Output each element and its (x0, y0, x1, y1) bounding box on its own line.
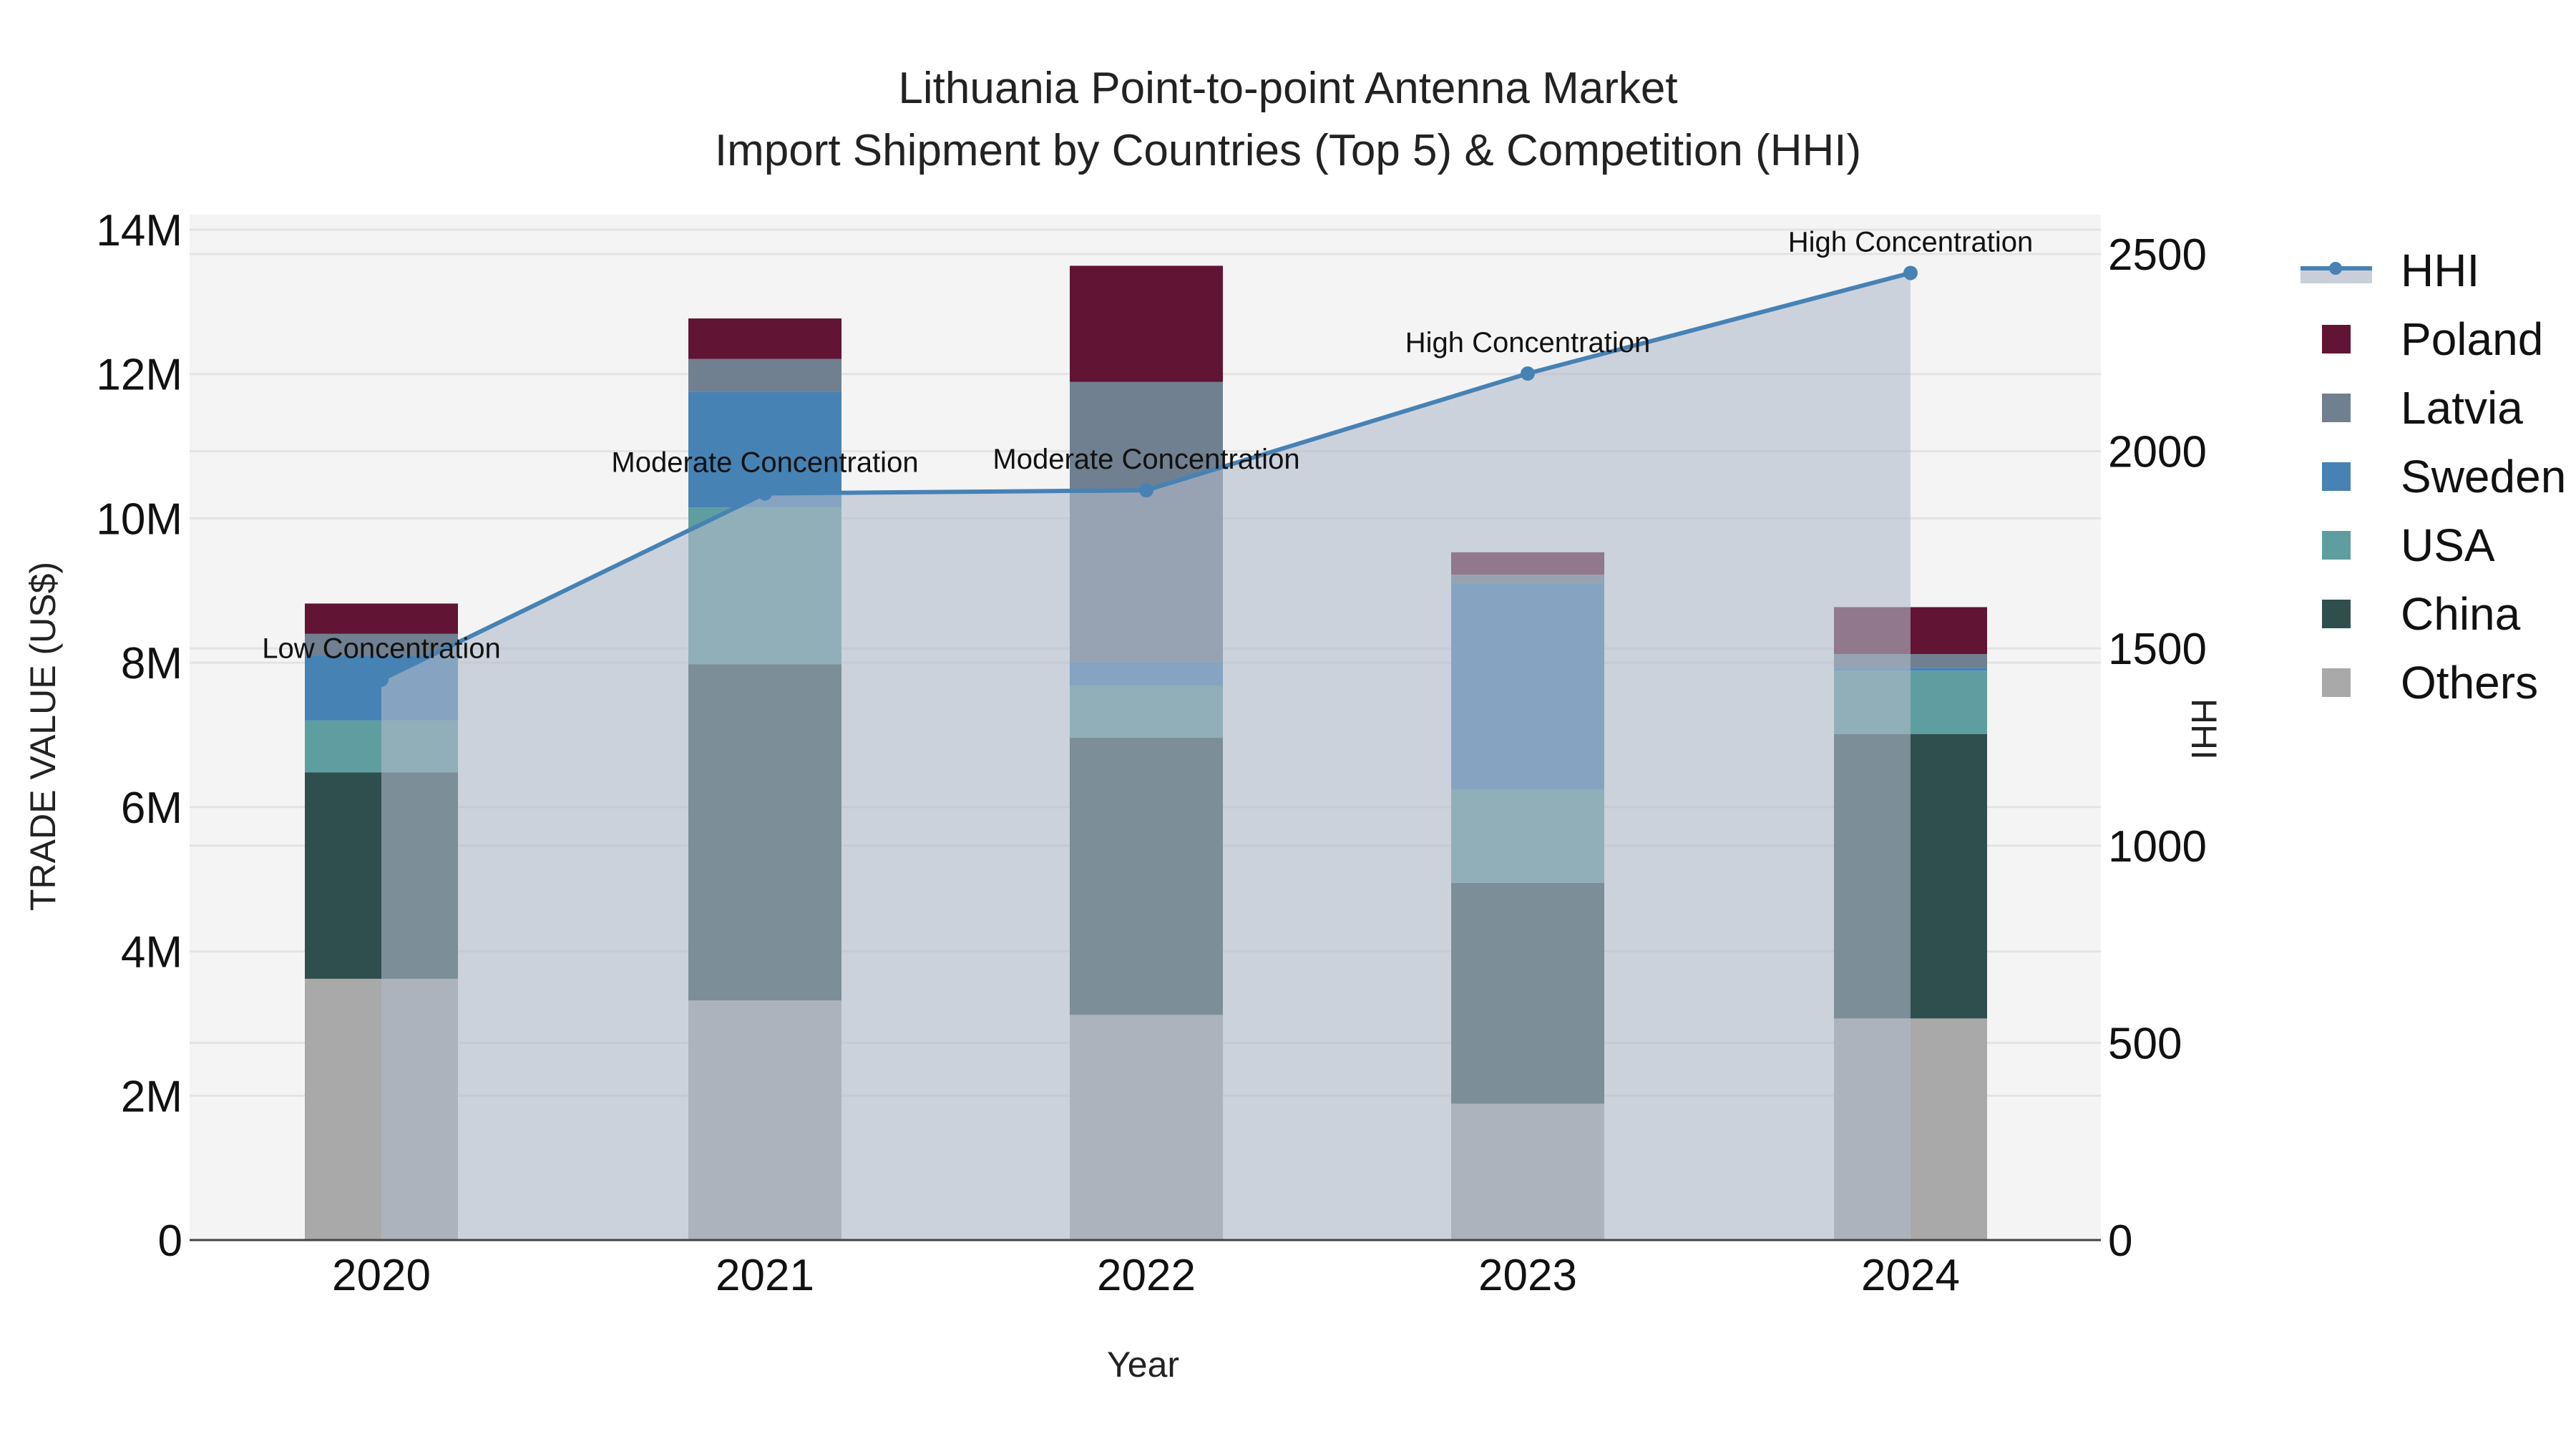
x-tick-label: 2022 (1097, 1251, 1196, 1300)
x-tick-label: 2020 (332, 1251, 431, 1300)
bar-segment-latvia[interactable] (688, 358, 841, 392)
y-right-tick-label: 2000 (2108, 428, 2207, 477)
poland-swatch-icon (2322, 325, 2351, 353)
y-left-tick-label: 10M (96, 494, 182, 544)
legend-item-latvia[interactable]: Latvia (2301, 374, 2566, 442)
latvia-swatch-icon (2322, 394, 2351, 422)
bar-segment-poland[interactable] (688, 318, 841, 359)
legend-label: Latvia (2401, 382, 2523, 434)
legend-label: Poland (2401, 313, 2544, 365)
hhi-annotation: High Concentration (1788, 226, 2033, 258)
chart-title-line-1: Lithuania Point-to-point Antenna Market (898, 64, 1678, 113)
chart-title-line-2: Import Shipment by Countries (Top 5) & C… (714, 126, 1862, 175)
y-right-tick-label: 2500 (2108, 230, 2207, 280)
hhi-annotation: Low Concentration (262, 633, 501, 665)
y-left-tick-label: 0 (158, 1216, 182, 1266)
hhi-annotation: High Concentration (1405, 327, 1650, 358)
hhi-marker[interactable] (758, 486, 772, 501)
hhi-marker[interactable] (374, 672, 389, 687)
bar-segment-poland[interactable] (1070, 265, 1223, 382)
x-axis-title: Year (1107, 1345, 1180, 1385)
legend-item-sweden[interactable]: Sweden (2301, 442, 2566, 511)
legend: HHI Poland Latvia Sweden USA China Other… (2301, 236, 2566, 717)
usa-swatch-icon (2322, 531, 2351, 560)
y-right-tick-label: 0 (2108, 1216, 2132, 1266)
legend-item-poland[interactable]: Poland (2301, 305, 2566, 374)
y-left-tick-label: 6M (121, 784, 182, 833)
hhi-line-icon (2301, 256, 2372, 285)
sweden-swatch-icon (2322, 462, 2351, 491)
hhi-annotation: Moderate Concentration (611, 447, 918, 479)
y-left-tick-label: 8M (121, 639, 182, 688)
hhi-area (381, 273, 1911, 1240)
bar-segment-poland[interactable] (305, 603, 458, 634)
y-right-tick-label: 1500 (2108, 625, 2207, 674)
legend-label: HHI (2401, 245, 2480, 296)
x-tick-label: 2024 (1861, 1251, 1960, 1300)
y-right-tick-label: 500 (2108, 1019, 2182, 1068)
legend-label: Others (2401, 657, 2539, 708)
legend-label: Sweden (2401, 451, 2567, 502)
x-tick-label: 2021 (716, 1251, 814, 1300)
legend-label: China (2401, 588, 2521, 640)
hhi-marker[interactable] (1903, 265, 1918, 280)
legend-label: USA (2401, 519, 2495, 571)
y-axis-right-title: HHI (2184, 698, 2224, 761)
hhi-annotation: Moderate Concentration (992, 444, 1299, 475)
hhi-marker[interactable] (1521, 366, 1535, 381)
others-swatch-icon (2322, 668, 2351, 697)
legend-item-china[interactable]: China (2301, 580, 2566, 648)
legend-item-usa[interactable]: USA (2301, 511, 2566, 580)
hhi-marker[interactable] (1139, 483, 1153, 498)
legend-item-others[interactable]: Others (2301, 648, 2566, 717)
legend-item-hhi[interactable]: HHI (2301, 236, 2566, 305)
y-right-tick-label: 1000 (2108, 822, 2207, 872)
y-left-tick-label: 4M (121, 928, 182, 977)
bar-segment-latvia[interactable] (305, 633, 458, 656)
x-tick-label: 2023 (1478, 1251, 1577, 1300)
y-axis-left-title: TRADE VALUE (US$) (23, 561, 63, 912)
y-left-tick-label: 14M (96, 206, 182, 255)
y-left-tick-label: 2M (121, 1072, 182, 1121)
china-swatch-icon (2322, 600, 2351, 628)
y-left-tick-label: 12M (96, 351, 182, 400)
